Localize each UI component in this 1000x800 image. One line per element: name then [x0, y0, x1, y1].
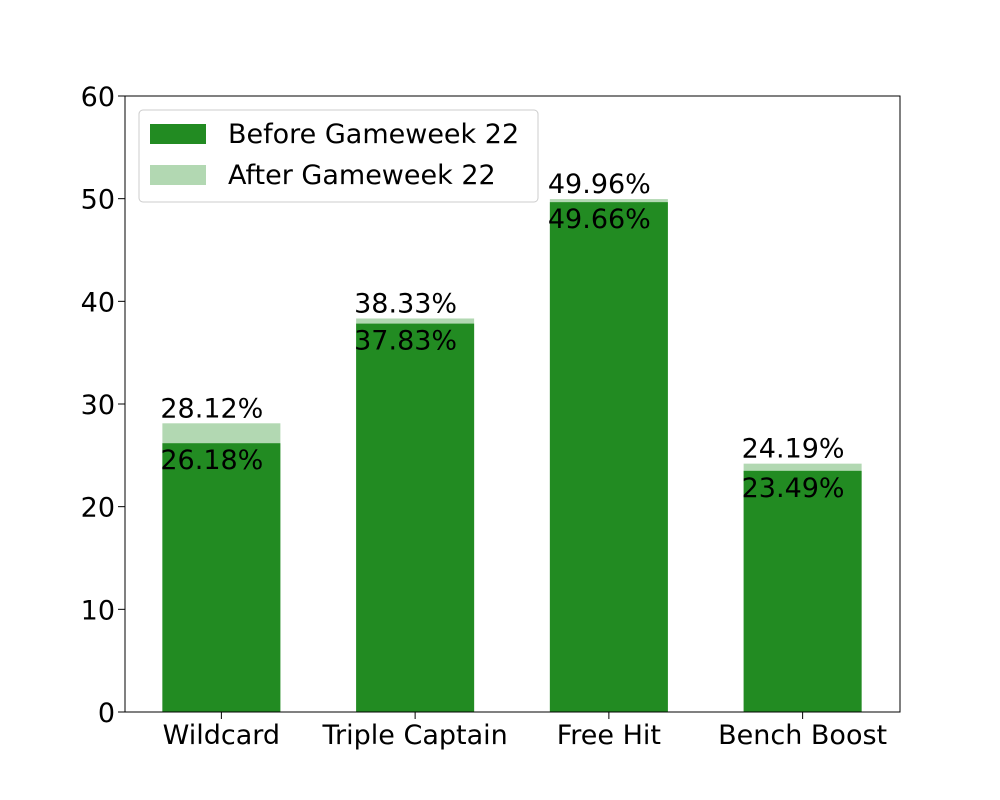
data-label-after-free-hit: 49.96%: [548, 169, 651, 200]
y-tick-label: 60: [81, 82, 115, 113]
x-tick-label-bench-boost: Bench Boost: [718, 720, 887, 751]
y-axis: 0 10 20 30 40 50 60: [81, 82, 125, 729]
data-label-after-triple-captain: 38.33%: [354, 288, 457, 319]
y-tick-label: 10: [81, 595, 115, 626]
x-axis: Wildcard Triple Captain Free Hit Bench Boos…: [163, 712, 887, 751]
y-tick-label: 0: [98, 698, 115, 729]
data-label-after-wildcard: 28.12%: [160, 393, 263, 424]
x-tick-label-triple-captain: Triple Captain: [322, 720, 508, 751]
legend-label-before: Before Gameweek 22: [228, 119, 519, 150]
legend-label-after: After Gameweek 22: [228, 160, 496, 191]
data-labels: 28.12% 26.18% 38.33% 37.83% 49.96% 49.66% 24.1…: [160, 169, 844, 504]
data-label-before-free-hit: 49.66%: [548, 204, 651, 235]
data-label-before-wildcard: 26.18%: [160, 445, 263, 476]
bar-before-free-hit: [549, 202, 668, 712]
legend: Before Gameweek 22 After Gameweek 22: [138, 109, 539, 203]
y-tick-label: 50: [81, 185, 115, 216]
y-tick-label: 40: [81, 287, 115, 318]
bar-before-bench-boost: [743, 470, 862, 712]
x-tick-label-wildcard: Wildcard: [163, 720, 280, 751]
legend-box: [138, 109, 539, 203]
legend-swatch-after: [150, 165, 206, 185]
x-tick-label-free-hit: Free Hit: [557, 720, 661, 751]
data-label-before-bench-boost: 23.49%: [742, 473, 845, 504]
y-tick-label: 30: [81, 390, 115, 421]
bar-before-wildcard: [162, 443, 281, 712]
data-label-before-triple-captain: 37.83%: [354, 326, 457, 357]
before-bars-group: [162, 202, 862, 712]
data-label-after-bench-boost: 24.19%: [742, 434, 845, 465]
legend-swatch-before: [150, 124, 206, 144]
y-tick-label: 20: [81, 493, 115, 524]
bar-before-triple-captain: [356, 323, 475, 712]
